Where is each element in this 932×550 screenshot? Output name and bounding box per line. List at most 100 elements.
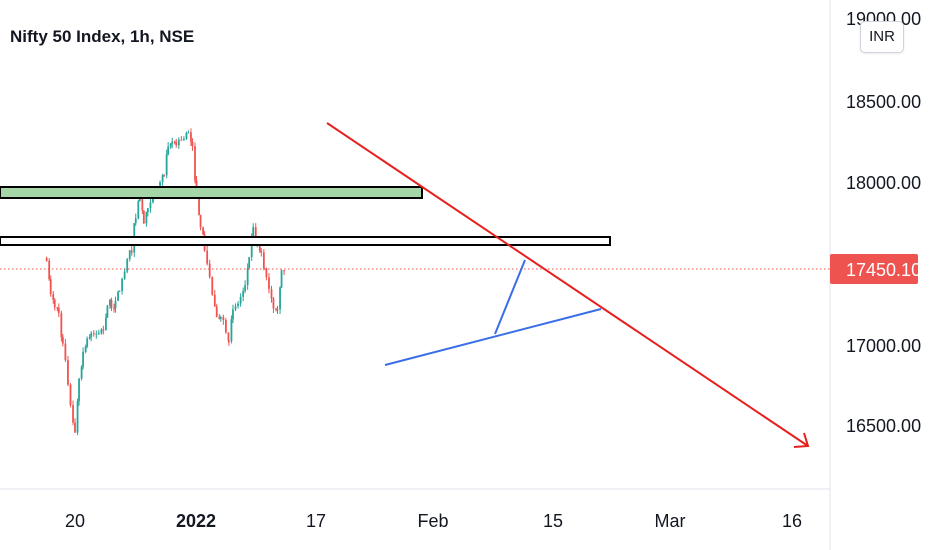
candle-body bbox=[128, 250, 131, 260]
candle-body bbox=[276, 309, 279, 311]
candle-body bbox=[228, 340, 230, 342]
candle-body bbox=[114, 300, 117, 309]
red-trendline[interactable] bbox=[326, 122, 809, 447]
candle-body bbox=[82, 351, 84, 367]
candle-body bbox=[275, 308, 277, 310]
candle-body bbox=[265, 268, 268, 278]
candle-body bbox=[185, 133, 188, 139]
blue-steep-trendline[interactable] bbox=[494, 259, 526, 335]
candle-body bbox=[239, 296, 242, 304]
candle-body bbox=[126, 259, 129, 272]
candle-body bbox=[147, 208, 149, 213]
candle-body bbox=[234, 306, 237, 310]
candle-body bbox=[254, 227, 257, 245]
candle-body bbox=[230, 319, 233, 342]
candle-body bbox=[175, 142, 178, 146]
candle-body bbox=[270, 289, 273, 299]
candle-body bbox=[64, 343, 67, 361]
candle-body bbox=[213, 294, 216, 307]
candle-body bbox=[145, 212, 148, 224]
candle-body bbox=[260, 250, 263, 253]
candle-body bbox=[173, 141, 176, 143]
y-tick-label: 17000.00 bbox=[846, 336, 921, 356]
candle-body bbox=[195, 180, 198, 189]
candle-body bbox=[149, 202, 152, 209]
candle-body bbox=[48, 260, 51, 280]
candles-layer bbox=[45, 128, 285, 436]
candle-body bbox=[106, 305, 109, 318]
candle-body bbox=[110, 299, 113, 309]
candle-body bbox=[215, 306, 218, 317]
candle-body bbox=[69, 384, 72, 406]
candle-body bbox=[109, 299, 111, 306]
resistance-zone[interactable] bbox=[0, 236, 611, 246]
candle-body bbox=[211, 276, 214, 295]
candle-body bbox=[130, 250, 133, 253]
candle-body bbox=[169, 143, 172, 147]
candle-body bbox=[177, 139, 180, 146]
candle-body bbox=[252, 227, 255, 237]
blue-support-trendline[interactable] bbox=[384, 308, 602, 366]
last-price-tag: 17450.10 bbox=[830, 254, 921, 284]
currency-button[interactable]: INR bbox=[860, 21, 904, 53]
candle-body bbox=[88, 336, 91, 339]
last-price-label: 17450.10 bbox=[846, 260, 921, 280]
candle-body bbox=[121, 278, 123, 291]
candle-body bbox=[199, 214, 202, 228]
candle-body bbox=[152, 197, 154, 203]
candle-body bbox=[142, 210, 145, 224]
candle-body bbox=[283, 270, 285, 272]
candle-body bbox=[134, 218, 137, 224]
candle-body bbox=[191, 141, 194, 147]
candle-body bbox=[113, 308, 115, 310]
y-tick-label: 18500.00 bbox=[846, 92, 921, 112]
chart-title: Nifty 50 Index, 1h, NSE bbox=[10, 27, 195, 46]
candle-body bbox=[268, 277, 270, 290]
candle-body bbox=[242, 291, 245, 297]
x-tick-label: 16 bbox=[782, 511, 802, 531]
time-axis[interactable]: 20 2022 17 Feb 15 Mar 16 bbox=[65, 511, 802, 531]
candle-body bbox=[190, 132, 192, 142]
candle-body bbox=[61, 337, 64, 344]
green-zone[interactable] bbox=[0, 186, 423, 199]
y-tick-label: 16500.00 bbox=[846, 416, 921, 436]
candle-body bbox=[180, 139, 183, 141]
candle-body bbox=[95, 333, 98, 335]
candle-body bbox=[208, 263, 211, 277]
red-trendline-arrowhead bbox=[793, 432, 810, 448]
x-tick-label: 17 bbox=[306, 511, 326, 531]
candle-body bbox=[272, 298, 275, 309]
candle-body bbox=[84, 346, 87, 352]
candle-body bbox=[165, 154, 168, 176]
candle-body bbox=[187, 132, 190, 134]
candle-body bbox=[49, 279, 52, 295]
x-tick-label: 15 bbox=[543, 511, 563, 531]
candle-body bbox=[227, 332, 230, 341]
candle-body bbox=[102, 329, 105, 331]
candle-body bbox=[141, 198, 144, 211]
candle-body bbox=[80, 366, 83, 379]
candle-body bbox=[280, 270, 283, 288]
candle-body bbox=[206, 250, 209, 264]
candle-body bbox=[138, 198, 141, 202]
candle-body bbox=[76, 401, 79, 433]
candle-body bbox=[74, 422, 76, 433]
candle-body bbox=[202, 227, 204, 235]
candle-body bbox=[198, 188, 200, 215]
candle-body bbox=[100, 329, 103, 334]
candle-body bbox=[232, 309, 234, 320]
candle-body bbox=[78, 378, 80, 402]
candle-body bbox=[161, 175, 164, 183]
candle-body bbox=[86, 338, 89, 347]
candle-body bbox=[123, 271, 126, 279]
candle-body bbox=[225, 319, 227, 333]
candle-body bbox=[279, 287, 281, 310]
candle-body bbox=[244, 285, 246, 292]
x-tick-label: Feb bbox=[417, 511, 448, 531]
candle-body bbox=[163, 175, 165, 177]
candle-body bbox=[60, 313, 63, 338]
x-tick-label: 20 bbox=[65, 511, 85, 531]
candle-body bbox=[183, 138, 185, 140]
candle-body bbox=[262, 252, 265, 269]
